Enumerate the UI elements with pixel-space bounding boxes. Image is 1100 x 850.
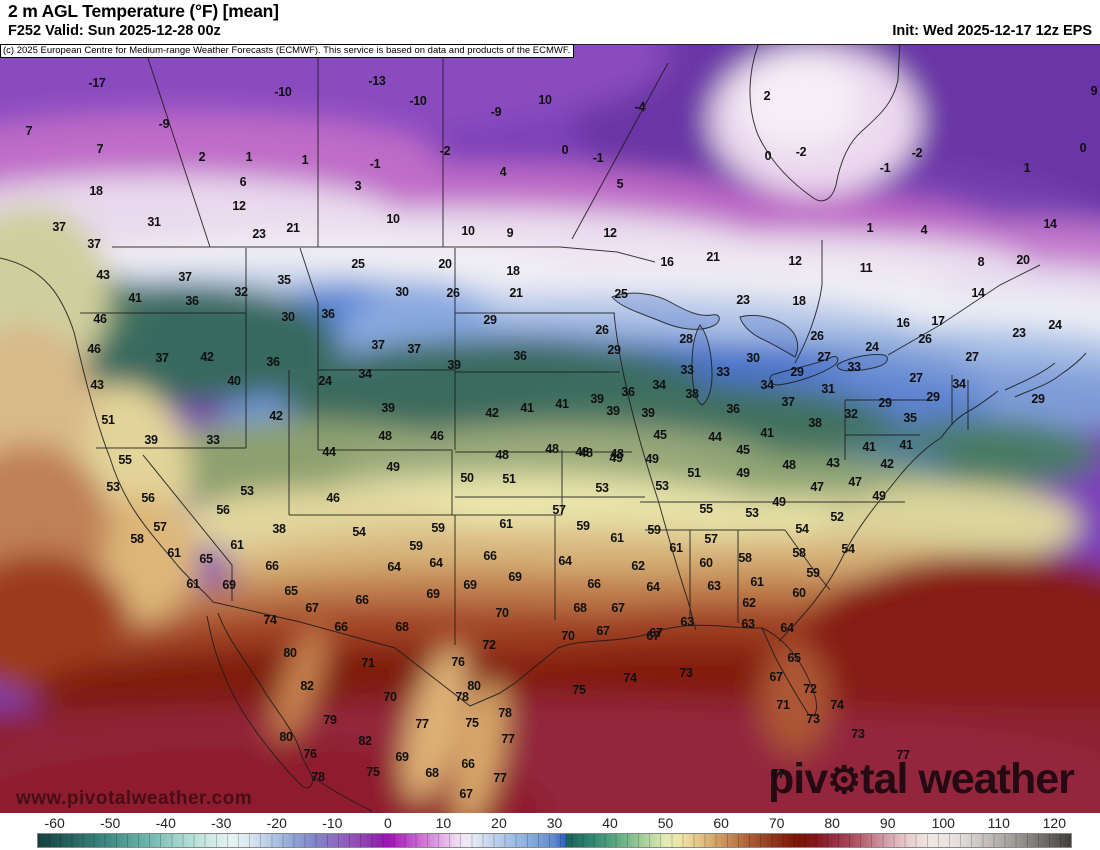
colorbar-tick: 100: [931, 815, 955, 831]
copyright-notice: (c) 2025 European Centre for Medium-rang…: [0, 44, 575, 58]
colorbar-tick: -50: [100, 815, 121, 831]
pivotal-weather-logo: piv⚙tal weather: [768, 755, 1075, 804]
watermark-url: www.pivotalweather.com: [16, 788, 253, 809]
colorbar-tick: 0: [383, 815, 392, 831]
init-time-label: Init: Wed 2025-12-17 12z EPS: [892, 23, 1092, 39]
map-borders: [0, 45, 1087, 812]
colorbar-tick-labels: -60 -50 -40 -30 -20 -10 0 10 20 30 40 50 60 70 80 90 100…: [0, 815, 1100, 832]
colorbar-tick: 30: [546, 815, 563, 831]
colorbar-tick: -60: [44, 815, 65, 831]
map-raster: [0, 45, 1100, 814]
colorbar-tick: 80: [824, 815, 840, 831]
colorbar-segment-lines: [38, 834, 1071, 847]
page-title: 2 m AGL Temperature (°F) [mean]: [8, 1, 279, 21]
header: 2 m AGL Temperature (°F) [mean] F252 Val…: [0, 0, 1100, 44]
temperature-map: www.pivotalweather.com piv⚙tal weather: [0, 44, 1100, 814]
colorbar-tick: 120: [1042, 815, 1067, 831]
colorbar-tick: -20: [266, 815, 287, 831]
colorbar-footer: -60 -50 -40 -30 -20 -10 0 10 20 30 40 50 60 70 80 90 100…: [0, 813, 1100, 850]
gear-icon: ⚙: [827, 760, 861, 802]
colorbar-tick: -10: [322, 815, 343, 831]
colorbar-tick: 60: [713, 815, 729, 831]
colorbar-tick: -40: [155, 815, 176, 831]
colorbar-tick: 90: [879, 815, 896, 831]
colorbar-tick: 110: [987, 815, 1010, 831]
logo-text-pre: piv: [768, 755, 828, 803]
logo-text-post: tal weather: [860, 755, 1075, 803]
colorbar-tick: -30: [211, 815, 232, 831]
colorbar-tick: 70: [768, 815, 785, 831]
colorbar-tick: 20: [491, 815, 507, 831]
colorbar-tick: 40: [602, 815, 618, 831]
colorbar-gradient: [37, 833, 1072, 848]
colorbar-tick: 10: [435, 815, 452, 831]
colorbar-tick: 50: [657, 815, 674, 831]
valid-time-label: F252 Valid: Sun 2025-12-28 00z: [8, 23, 221, 39]
